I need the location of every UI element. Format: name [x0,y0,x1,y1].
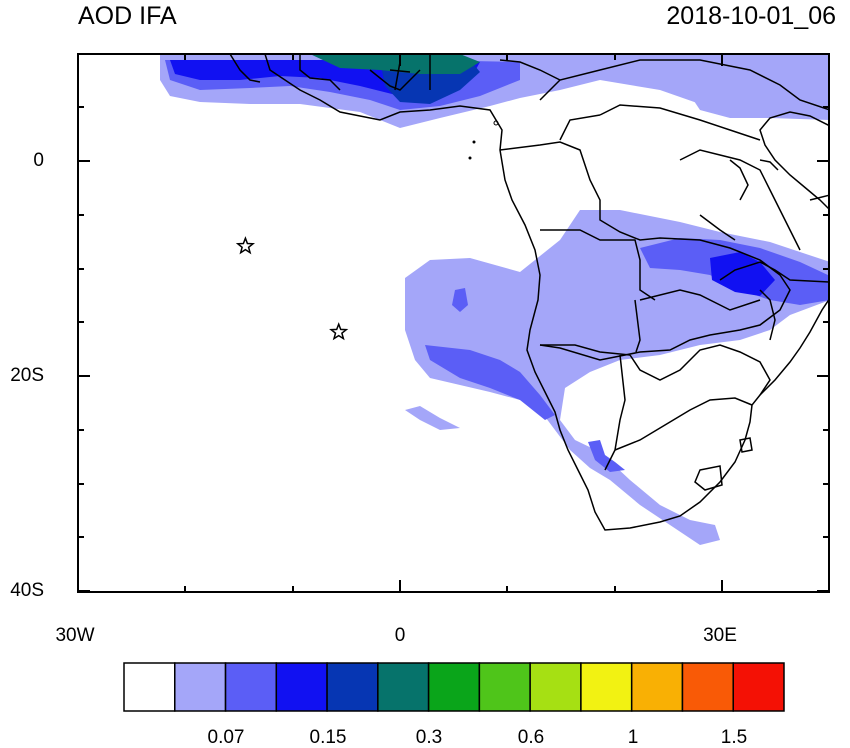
aod-field-medium-5 [588,440,625,472]
star-marker [329,322,349,341]
colorbar-label: 0.15 [309,727,347,748]
colorbar-box [275,662,328,712]
aod-shading [160,54,829,545]
axis-ticks [77,54,829,592]
colorbar-box [529,662,582,712]
map-title: AOD IFA [78,2,177,30]
lon-label-30e: 30E [703,625,737,646]
lat-label-40s: 40S [10,580,44,601]
colorbar-box [174,662,227,712]
aod-field-medium-2 [425,345,555,420]
star-marker [235,236,256,255]
colorbar-label: 0.07 [207,727,245,748]
lon-label-30w: 30W [55,625,95,646]
lat-label-0: 0 [33,150,44,171]
colorbar-box [427,662,481,712]
marker-layer [235,236,349,341]
colorbar-box [580,662,633,712]
lat-label-20s: 20S [10,365,44,386]
island-marker [493,120,499,126]
island-marker [468,156,472,160]
colorbar-label: 1.5 [720,727,748,748]
aod-field-medium-4 [452,288,468,312]
date-label: 2018-10-01_06 [666,2,836,30]
colorbar [123,662,785,712]
colorbar-box [123,662,176,712]
aod-field-light-east [680,70,780,118]
colorbar-label: 1 [627,727,639,748]
colorbar-label: 0.3 [415,727,443,748]
colorbar-box [732,662,785,712]
aod-field-teal [310,54,480,74]
coastline [229,54,829,531]
colorbar-box [630,662,684,712]
colorbar-label: 0.6 [517,727,545,748]
aod-field-light-south [405,210,829,545]
colorbar-box [377,662,430,712]
colorbar-box [326,662,379,712]
island-marker [472,140,476,144]
aod-field-light-offshore [405,406,460,430]
lon-label-0: 0 [394,625,406,646]
colorbar-box [681,662,734,712]
colorbar-box [224,662,278,712]
colorbar-box [478,662,531,712]
